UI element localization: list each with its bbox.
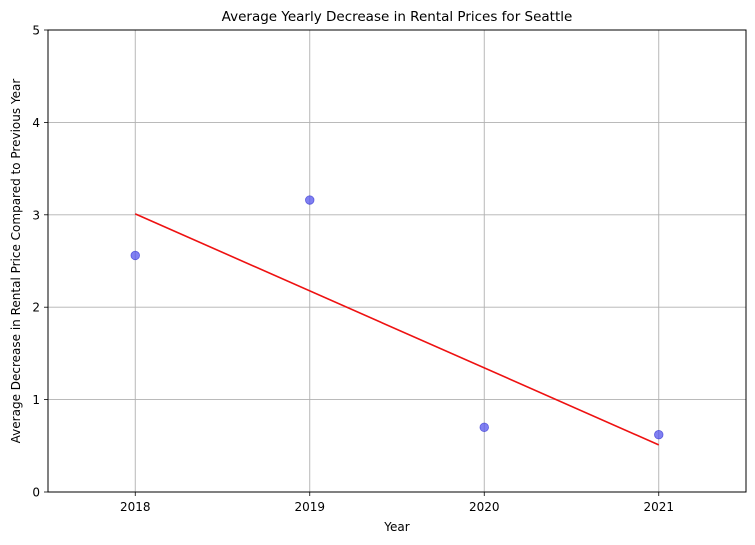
y-tick-label: 3 <box>32 208 40 222</box>
trend-line <box>134 213 660 446</box>
scatter-points-layer <box>130 195 664 440</box>
trend-line-layer <box>134 213 660 446</box>
plot-frame <box>47 29 747 493</box>
x-tick-label: 2019 <box>294 500 325 514</box>
data-point <box>305 195 315 205</box>
data-point <box>654 430 664 440</box>
y-tick-label: 4 <box>32 116 40 130</box>
x-tick-label: 2018 <box>120 500 151 514</box>
ticks: 2018 2019 2020 2021 0 1 2 3 4 5 <box>32 24 674 515</box>
data-point <box>130 250 140 261</box>
data-point <box>479 422 489 433</box>
y-axis-label: Average Decrease in Rental Price Compare… <box>9 79 23 444</box>
x-tick-label: 2021 <box>643 500 674 514</box>
y-tick-label: 1 <box>32 393 40 407</box>
y-tick-label: 0 <box>32 486 40 500</box>
y-tick-label: 5 <box>32 24 40 38</box>
x-tick-label: 2020 <box>469 500 500 514</box>
y-tick-label: 2 <box>32 301 40 315</box>
x-axis-label: Year <box>383 520 409 534</box>
chart-title: Average Yearly Decrease in Rental Prices… <box>222 9 573 25</box>
